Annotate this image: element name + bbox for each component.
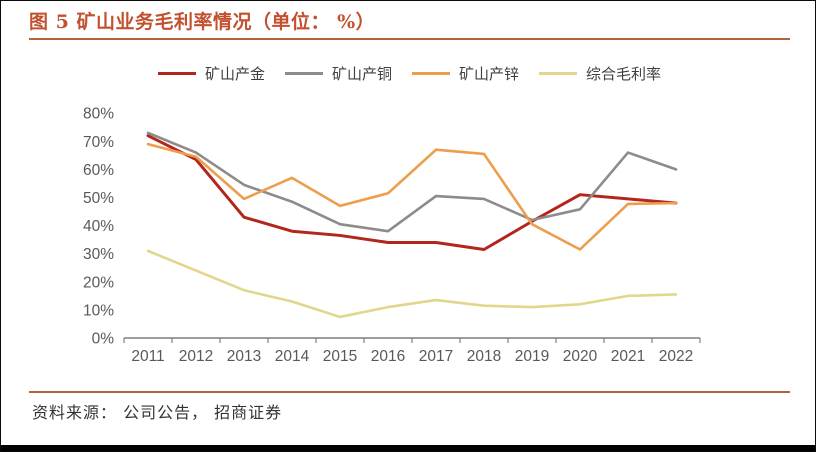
x-tick-label: 2016 bbox=[371, 348, 405, 365]
y-tick-label: 50% bbox=[83, 190, 114, 207]
y-tick-label: 10% bbox=[83, 302, 114, 319]
legend-swatch-overall-margin bbox=[539, 71, 578, 75]
x-tick-label: 2019 bbox=[515, 348, 549, 365]
x-tick-label: 2017 bbox=[419, 348, 453, 365]
x-tick-label: 2018 bbox=[467, 348, 501, 365]
legend-item-mine-zinc: 矿山产锌 bbox=[412, 63, 519, 84]
series-line-mine-copper bbox=[146, 131, 678, 233]
y-tick-label: 80% bbox=[83, 106, 114, 123]
series-line-overall-margin bbox=[146, 249, 678, 319]
legend-item-mine-gold: 矿山产金 bbox=[157, 63, 265, 84]
legend-swatch-mine-gold bbox=[157, 71, 196, 75]
legend-label-overall-margin: 综合毛利率 bbox=[586, 65, 662, 83]
x-tick-label: 2022 bbox=[659, 348, 693, 365]
y-axis-labels: 0% 10% 20% 30% 40% 50% 60% 70% 80% bbox=[83, 106, 114, 348]
figure-title: 图 5 矿山业务毛利率情况（单位： %） bbox=[29, 11, 376, 33]
x-tick-label: 2013 bbox=[227, 348, 261, 365]
title-rule bbox=[29, 38, 790, 40]
y-tick-label: 0% bbox=[92, 331, 115, 348]
x-tick-label: 2012 bbox=[179, 348, 213, 365]
y-tick-label: 30% bbox=[83, 246, 114, 263]
series-line-mine-zinc bbox=[146, 142, 678, 251]
y-tick-label: 70% bbox=[83, 134, 114, 151]
x-tick-label: 2020 bbox=[563, 348, 598, 365]
x-tick-label: 2015 bbox=[323, 348, 357, 365]
legend-label-mine-zinc: 矿山产锌 bbox=[459, 65, 520, 83]
y-tick-label: 60% bbox=[83, 162, 114, 179]
legend-swatch-mine-zinc bbox=[412, 71, 450, 75]
y-tick-label: 20% bbox=[83, 274, 114, 291]
legend-swatch-mine-copper bbox=[284, 71, 323, 75]
legend-label-mine-copper: 矿山产铜 bbox=[331, 65, 392, 83]
x-tick-label: 2014 bbox=[275, 348, 310, 365]
x-tick-label: 2021 bbox=[611, 348, 645, 365]
chart-legend: 矿山产金 矿山产铜 矿山产锌 综合毛利率 bbox=[29, 61, 790, 85]
source-rule bbox=[29, 391, 790, 393]
x-axis-labels: 2011 2012 2013 2014 2015 2016 2017 2018 2019 2020… bbox=[131, 348, 693, 365]
y-tick-label: 40% bbox=[83, 218, 114, 235]
x-tick-label: 2011 bbox=[131, 348, 164, 365]
legend-item-overall-margin: 综合毛利率 bbox=[539, 63, 661, 84]
bottom-border-bar bbox=[1, 445, 815, 451]
legend-item-mine-copper: 矿山产铜 bbox=[284, 63, 392, 84]
series-line-mine-gold bbox=[146, 134, 678, 251]
source-text: 资料来源： 公司公告， 招商证券 bbox=[32, 403, 283, 422]
x-axis bbox=[123, 337, 701, 343]
legend-label-mine-gold: 矿山产金 bbox=[204, 65, 265, 83]
